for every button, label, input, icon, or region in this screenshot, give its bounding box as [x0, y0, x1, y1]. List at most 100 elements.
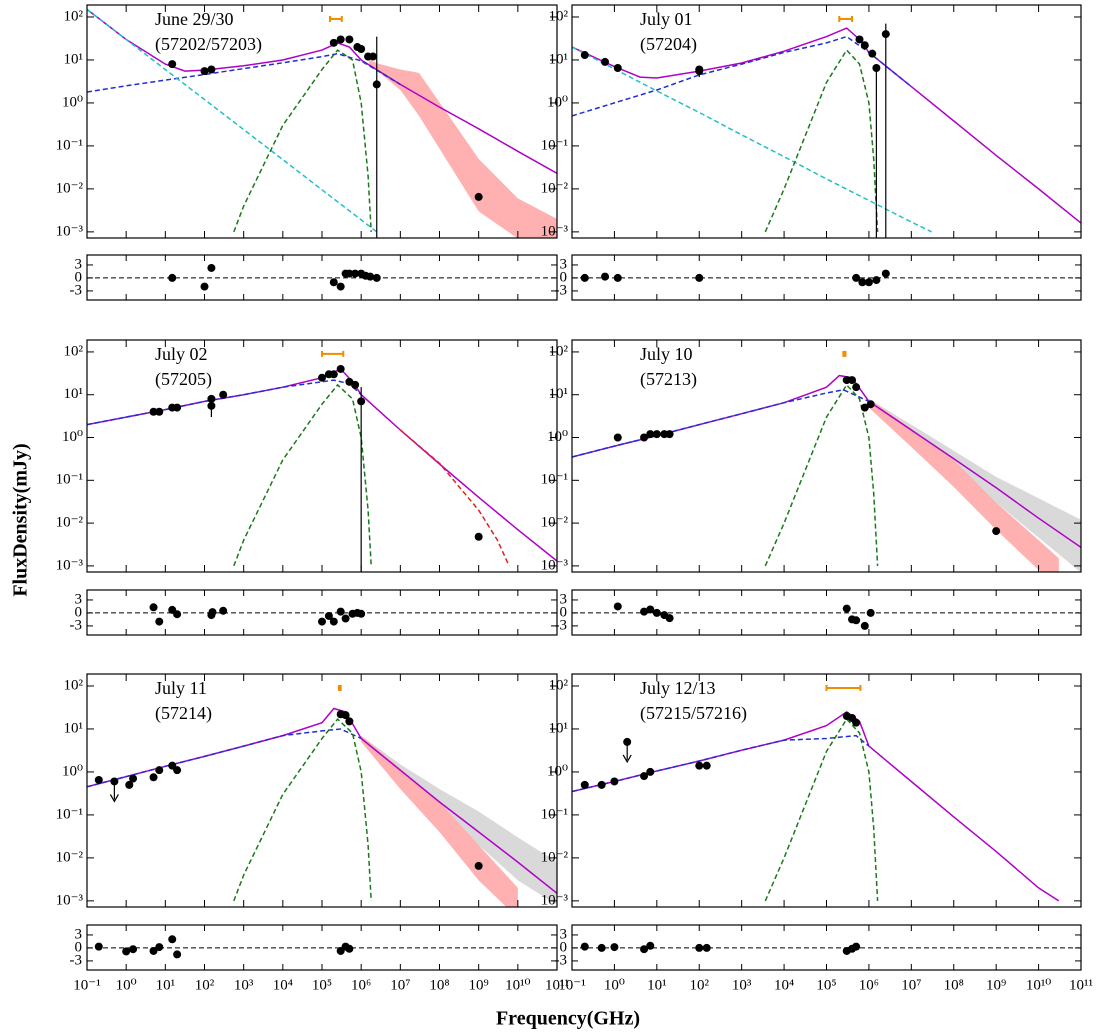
x-tick-label: 10²: [195, 977, 215, 993]
data-point: [351, 380, 360, 389]
residual-point: [613, 273, 622, 282]
y-tick-label: 10⁻¹: [541, 806, 568, 822]
x-tick-label: 10⁹: [986, 977, 1006, 993]
model-curve: [764, 48, 879, 233]
data-point: [219, 390, 228, 399]
data-point: [848, 376, 857, 385]
uncertainty-band: [868, 398, 1059, 572]
panel-subtitle: (57214): [155, 703, 212, 724]
resid-y-tick-label: -3: [555, 952, 568, 968]
y-tick-label: 10⁰: [62, 429, 83, 445]
uncertainty-band: [868, 398, 1081, 572]
residual-point: [580, 273, 589, 282]
residual-point: [351, 269, 360, 278]
residual-point: [345, 944, 354, 953]
residual-point: [357, 609, 366, 618]
resid-y-tick-label: -3: [70, 282, 83, 298]
model-curve: [87, 707, 557, 894]
y-tick-label: 10⁻¹: [541, 472, 568, 488]
x-tick-label: 10⁹: [469, 977, 489, 993]
data-point: [695, 761, 704, 770]
data-point: [345, 35, 354, 44]
x-tick-label: 10⁶: [859, 977, 879, 993]
y-tick-label: 10²: [549, 8, 569, 24]
data-point: [665, 430, 674, 439]
residual-point: [200, 282, 209, 291]
data-point: [110, 777, 119, 786]
resid-y-tick-label: 3: [75, 591, 83, 607]
panel-subtitle: (57213): [640, 369, 697, 390]
residual-point: [207, 263, 216, 272]
data-point: [368, 52, 377, 61]
x-tick-label: 10⁷: [390, 977, 410, 993]
data-point: [646, 767, 655, 776]
data-point: [640, 433, 649, 442]
model-curve: [87, 379, 362, 426]
panel-title: July 01: [640, 9, 693, 29]
resid-y-tick-label: -3: [555, 282, 568, 298]
x-tick-label: 10⁰: [604, 977, 625, 993]
model-curve: [572, 710, 1060, 902]
data-point: [207, 401, 216, 410]
y-tick-label: 10⁻¹: [56, 806, 83, 822]
data-point: [129, 774, 138, 783]
y-tick-label: 10²: [549, 677, 569, 693]
data-point: [613, 433, 622, 442]
resid-y-tick-label: -3: [555, 617, 568, 633]
y-tick-label: 10⁻²: [541, 515, 569, 531]
resid-y-tick-label: 0: [75, 604, 83, 620]
data-point: [652, 430, 661, 439]
y-tick-label: 10⁻³: [541, 557, 569, 573]
panel-subtitle: (57215/57216): [640, 703, 747, 724]
data-point: [474, 192, 483, 201]
residual-point: [122, 947, 131, 956]
data-point: [155, 766, 164, 775]
data-point: [580, 51, 589, 60]
residual-point: [345, 269, 354, 278]
model-curve: [87, 368, 557, 562]
residual-point: [155, 617, 164, 626]
residual-point: [852, 942, 861, 951]
data-point: [860, 41, 869, 50]
residual-point: [860, 621, 869, 630]
model-curve: [233, 49, 372, 233]
x-tick-label: 10¹: [156, 977, 176, 993]
model-curve: [764, 717, 879, 902]
y-tick-label: 10²: [549, 343, 569, 359]
residual-point: [336, 607, 345, 616]
x-tick-label: 10²: [690, 977, 710, 993]
data-point: [336, 35, 345, 44]
x-tick-label: 10¹⁰: [505, 977, 531, 993]
x-tick-label: 10³: [732, 977, 752, 993]
data-point: [329, 38, 338, 47]
resid-y-tick-label: 0: [560, 604, 568, 620]
y-tick-label: 10⁰: [547, 429, 568, 445]
residual-point: [149, 603, 158, 612]
residual-point: [652, 608, 661, 617]
residual-point: [646, 941, 655, 950]
resid-y-tick-label: -3: [70, 617, 83, 633]
residual-point: [610, 943, 619, 952]
y-tick-label: 10⁻³: [56, 223, 84, 239]
x-tick-label: 10¹: [647, 977, 667, 993]
y-tick-label: 10⁻¹: [56, 472, 83, 488]
y-tick-label: 10⁻¹: [56, 137, 83, 153]
residual-point: [881, 269, 890, 278]
residual-point: [173, 950, 182, 959]
plot-area: [87, 707, 557, 907]
data-point: [200, 67, 209, 76]
y-tick-label: 10⁻²: [541, 180, 569, 196]
residual-point: [695, 943, 704, 952]
resid-y-tick-label: 3: [560, 256, 568, 272]
data-point: [149, 407, 158, 416]
x-tick-label: 10⁵: [816, 977, 836, 993]
data-point: [580, 780, 589, 789]
x-tick-label: 10⁰: [116, 977, 137, 993]
y-tick-label: 10⁰: [62, 94, 83, 110]
y-tick-label: 10⁻²: [56, 180, 84, 196]
data-point: [881, 30, 890, 39]
x-tick-label: 10⁸: [429, 977, 449, 993]
residual-point: [336, 282, 345, 291]
plot-area: [572, 374, 1081, 572]
